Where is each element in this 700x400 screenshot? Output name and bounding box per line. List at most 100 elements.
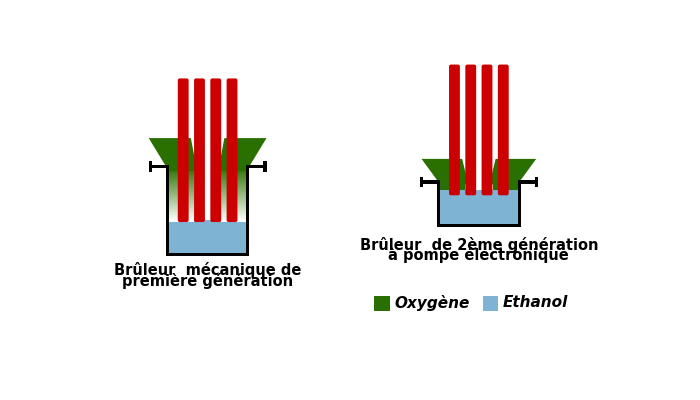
- FancyBboxPatch shape: [466, 64, 476, 195]
- Bar: [221, 195, 246, 196]
- Bar: [221, 215, 246, 216]
- Bar: [221, 211, 246, 212]
- Bar: [169, 183, 194, 184]
- Bar: [221, 171, 246, 172]
- Bar: [169, 201, 194, 202]
- Bar: [169, 214, 194, 215]
- Bar: [221, 218, 246, 219]
- Bar: [169, 190, 194, 191]
- Bar: [221, 181, 246, 182]
- Bar: [221, 191, 246, 192]
- Bar: [221, 206, 246, 207]
- Bar: [535, 176, 538, 187]
- Bar: [221, 219, 246, 220]
- Bar: [221, 186, 246, 187]
- Bar: [221, 188, 246, 189]
- Bar: [169, 175, 194, 176]
- Bar: [169, 168, 194, 169]
- Bar: [169, 205, 194, 206]
- Bar: [169, 212, 194, 213]
- Bar: [221, 173, 246, 174]
- Bar: [246, 165, 249, 256]
- Bar: [169, 180, 194, 181]
- Bar: [221, 201, 246, 202]
- Bar: [169, 170, 194, 171]
- Polygon shape: [421, 159, 468, 184]
- Bar: [169, 185, 194, 186]
- Bar: [521, 180, 538, 184]
- Bar: [169, 179, 194, 180]
- Bar: [221, 185, 246, 186]
- Text: première génération: première génération: [122, 273, 293, 289]
- Polygon shape: [489, 159, 536, 184]
- Bar: [169, 178, 194, 179]
- Bar: [169, 203, 194, 204]
- Bar: [221, 220, 246, 221]
- Bar: [221, 183, 246, 184]
- Bar: [169, 194, 194, 195]
- Bar: [221, 169, 246, 170]
- Bar: [166, 165, 169, 256]
- Bar: [169, 173, 194, 174]
- Bar: [221, 170, 246, 171]
- Bar: [169, 198, 194, 199]
- Text: Ethanol: Ethanol: [503, 295, 568, 310]
- Bar: [169, 208, 194, 209]
- Bar: [221, 176, 246, 177]
- Bar: [148, 161, 152, 172]
- Bar: [169, 195, 194, 196]
- Bar: [169, 172, 194, 173]
- Bar: [221, 180, 246, 181]
- Bar: [420, 176, 423, 187]
- Bar: [169, 191, 194, 192]
- Bar: [221, 193, 246, 194]
- Bar: [221, 205, 246, 206]
- Bar: [221, 217, 246, 218]
- Bar: [148, 165, 166, 168]
- Bar: [221, 199, 246, 200]
- Bar: [169, 211, 194, 212]
- Bar: [169, 220, 246, 253]
- Bar: [221, 207, 246, 208]
- Bar: [169, 197, 194, 198]
- Bar: [169, 171, 194, 172]
- Bar: [169, 174, 194, 175]
- Polygon shape: [148, 138, 197, 171]
- Bar: [221, 168, 246, 169]
- Bar: [169, 219, 194, 220]
- Bar: [221, 184, 246, 185]
- Bar: [437, 180, 440, 227]
- Bar: [221, 182, 246, 183]
- Bar: [169, 220, 194, 221]
- Bar: [169, 202, 194, 203]
- Bar: [221, 216, 246, 217]
- Bar: [169, 169, 194, 170]
- Bar: [221, 174, 246, 175]
- Bar: [483, 296, 498, 311]
- Bar: [221, 203, 246, 204]
- Bar: [169, 193, 194, 194]
- FancyBboxPatch shape: [178, 78, 188, 222]
- Bar: [169, 216, 194, 217]
- Bar: [221, 221, 246, 222]
- Bar: [221, 187, 246, 188]
- Bar: [249, 165, 267, 168]
- Bar: [221, 198, 246, 199]
- Bar: [169, 186, 194, 187]
- FancyBboxPatch shape: [194, 78, 205, 222]
- Bar: [169, 221, 194, 222]
- Bar: [169, 196, 194, 197]
- Bar: [169, 215, 194, 216]
- Bar: [221, 208, 246, 209]
- Bar: [221, 209, 246, 210]
- Bar: [169, 189, 194, 190]
- FancyBboxPatch shape: [449, 64, 460, 195]
- Bar: [221, 190, 246, 191]
- Polygon shape: [218, 138, 267, 171]
- Bar: [221, 175, 246, 176]
- FancyBboxPatch shape: [227, 78, 237, 222]
- Bar: [221, 178, 246, 179]
- Bar: [169, 192, 194, 193]
- Bar: [169, 181, 194, 182]
- FancyBboxPatch shape: [498, 64, 509, 195]
